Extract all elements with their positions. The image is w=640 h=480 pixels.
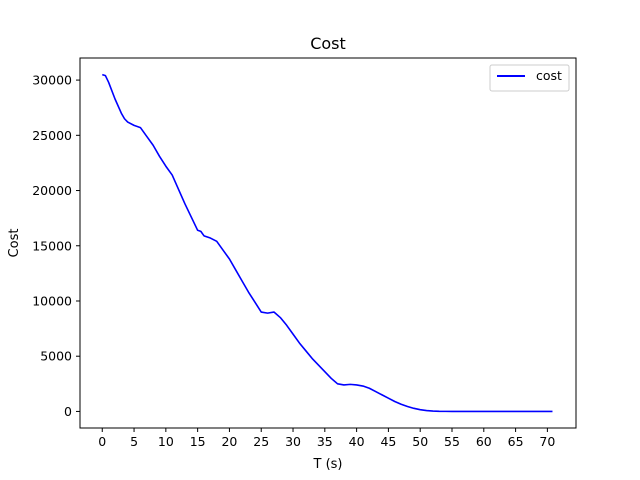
legend-label-cost: cost: [536, 68, 562, 83]
x-tick-label: 10: [158, 434, 174, 449]
y-axis-label: Cost: [7, 229, 22, 258]
x-tick-label: 35: [317, 434, 333, 449]
x-tick-label: 50: [412, 434, 428, 449]
x-tick-label: 25: [253, 434, 269, 449]
x-tick-label: 45: [380, 434, 396, 449]
x-axis-label: T (s): [313, 457, 343, 472]
x-tick-label: 0: [98, 434, 106, 449]
x-tick-label: 30: [285, 434, 301, 449]
y-tick-label: 0: [64, 404, 72, 419]
x-tick-label: 5: [130, 434, 138, 449]
x-tick-label: 60: [476, 434, 492, 449]
legend: cost: [489, 64, 570, 92]
y-axis: 0 5000 10000 15000 20000 25000 30000: [32, 73, 80, 419]
x-tick-label: 55: [444, 434, 460, 449]
y-tick-label: 15000: [32, 238, 72, 253]
x-tick-label: 65: [508, 434, 524, 449]
y-tick-label: 30000: [32, 73, 72, 88]
series-line-cost: [101, 73, 553, 413]
x-tick-label: 70: [539, 434, 555, 449]
x-tick-label: 15: [190, 434, 206, 449]
plot-frame: [79, 57, 577, 429]
legend-box: [489, 64, 570, 92]
x-tick-label: 40: [349, 434, 365, 449]
plot-area: [101, 73, 553, 413]
x-tick-label: 20: [221, 434, 237, 449]
y-tick-label: 10000: [32, 293, 72, 308]
y-tick-label: 5000: [40, 349, 72, 364]
y-tick-label: 20000: [32, 183, 72, 198]
x-axis: 0 5 10 15 20 25 30 35 40 45 50 55 60 65 70: [98, 428, 555, 449]
chart-title: Cost: [310, 34, 346, 53]
y-tick-label: 25000: [32, 128, 72, 143]
